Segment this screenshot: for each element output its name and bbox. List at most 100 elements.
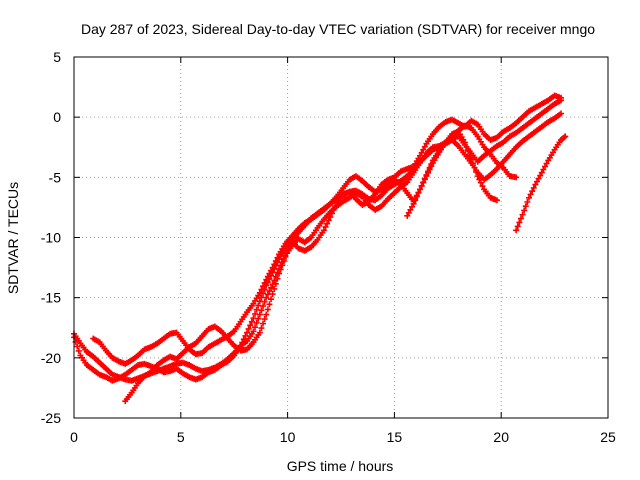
axis-ticks: 0 5 10 15 20 25 -25 -20 -15 -10 -5 0 5 bbox=[41, 49, 616, 445]
data-point-marker bbox=[415, 189, 422, 196]
data-point-marker bbox=[521, 207, 528, 214]
data-point-marker bbox=[74, 343, 81, 350]
data-point-marker bbox=[463, 143, 470, 150]
data-point-marker bbox=[465, 147, 472, 154]
data-point-marker bbox=[537, 172, 544, 179]
data-point-marker bbox=[423, 171, 430, 178]
data-point-marker bbox=[279, 262, 286, 269]
data-point-marker bbox=[250, 315, 257, 322]
data-point-marker bbox=[477, 179, 484, 186]
chart-title: Day 287 of 2023, Sidereal Day-to-day VTE… bbox=[81, 21, 595, 37]
data-point-marker bbox=[513, 174, 520, 181]
data-point-marker bbox=[250, 328, 257, 335]
y-tick-label: -10 bbox=[41, 230, 61, 246]
x-tick-label: 15 bbox=[387, 429, 403, 445]
data-point-marker bbox=[258, 294, 265, 301]
data-point-marker bbox=[513, 227, 520, 234]
data-point-marker bbox=[479, 183, 486, 190]
data-point-marker bbox=[271, 261, 278, 268]
data-point-marker bbox=[322, 223, 329, 230]
data-point-marker bbox=[263, 311, 270, 318]
data-point-marker bbox=[261, 316, 268, 323]
data-point-marker bbox=[516, 219, 523, 226]
data-point-marker bbox=[271, 285, 278, 292]
data-point-marker bbox=[271, 277, 278, 284]
data-point-marker bbox=[245, 325, 252, 332]
data-point-marker bbox=[527, 191, 534, 198]
data-point-marker bbox=[244, 329, 251, 336]
data-point-marker bbox=[561, 134, 568, 141]
data-point-marker bbox=[282, 253, 289, 260]
data-point-marker bbox=[409, 203, 416, 210]
data-point-marker bbox=[417, 152, 424, 159]
data-point-marker bbox=[413, 193, 420, 200]
x-tick-label: 25 bbox=[600, 429, 616, 445]
data-point-marker bbox=[328, 210, 335, 217]
y-tick-label: 0 bbox=[53, 109, 61, 125]
data-point-marker bbox=[469, 160, 476, 167]
series-track-6 bbox=[513, 133, 569, 234]
data-point-marker bbox=[540, 166, 547, 173]
x-axis-label: GPS time / hours bbox=[287, 458, 394, 474]
data-point-marker bbox=[332, 203, 339, 210]
data-point-marker bbox=[474, 173, 481, 180]
data-point-marker bbox=[407, 206, 414, 213]
data-point-marker bbox=[522, 203, 529, 210]
data-point-marker bbox=[258, 286, 265, 293]
data-point-marker bbox=[280, 257, 287, 264]
data-point-marker bbox=[405, 209, 412, 216]
y-tick-label: -5 bbox=[49, 169, 62, 185]
data-point-marker bbox=[240, 336, 247, 343]
x-tick-label: 20 bbox=[493, 429, 509, 445]
y-tick-label: -15 bbox=[41, 290, 61, 306]
data-point-marker bbox=[412, 197, 419, 204]
data-point-marker bbox=[420, 179, 427, 186]
series-track-4 bbox=[122, 92, 565, 405]
data-point-marker bbox=[476, 176, 483, 183]
data-point-marker bbox=[276, 270, 283, 277]
data-point-marker bbox=[320, 227, 327, 234]
data-point-marker bbox=[471, 164, 478, 171]
data-point-marker bbox=[535, 175, 542, 182]
data-point-marker bbox=[263, 276, 270, 283]
x-tick-label: 0 bbox=[70, 429, 78, 445]
data-point-marker bbox=[258, 325, 265, 332]
data-point-marker bbox=[530, 184, 537, 191]
y-axis-label: SDTVAR / TECUs bbox=[5, 182, 21, 294]
data-series bbox=[71, 92, 569, 405]
data-point-marker bbox=[268, 267, 275, 274]
data-point-marker bbox=[529, 188, 536, 195]
data-point-marker bbox=[418, 149, 425, 156]
data-point-marker bbox=[269, 291, 276, 298]
data-point-marker bbox=[274, 275, 281, 282]
data-point-marker bbox=[268, 296, 275, 303]
data-point-marker bbox=[285, 245, 292, 252]
data-point-marker bbox=[260, 283, 267, 290]
data-point-marker bbox=[324, 220, 331, 227]
y-tick-label: 5 bbox=[53, 49, 61, 65]
data-point-marker bbox=[533, 178, 540, 185]
data-point-marker bbox=[426, 164, 433, 171]
data-point-marker bbox=[266, 288, 273, 295]
data-point-marker bbox=[543, 160, 550, 167]
data-point-marker bbox=[75, 347, 82, 354]
data-point-marker bbox=[248, 318, 255, 325]
y-tick-label: -20 bbox=[41, 350, 61, 366]
data-point-marker bbox=[517, 215, 524, 222]
x-tick-label: 5 bbox=[177, 429, 185, 445]
y-tick-label: -25 bbox=[41, 410, 61, 426]
data-point-marker bbox=[325, 217, 332, 224]
data-point-marker bbox=[473, 168, 480, 175]
data-point-marker bbox=[277, 266, 284, 273]
data-point-marker bbox=[274, 254, 281, 261]
data-point-marker bbox=[252, 310, 259, 317]
data-point-marker bbox=[264, 273, 271, 280]
data-point-marker bbox=[269, 264, 276, 271]
data-point-marker bbox=[425, 168, 432, 175]
data-point-marker bbox=[421, 143, 428, 150]
data-point-marker bbox=[541, 163, 548, 170]
data-point-marker bbox=[256, 329, 263, 336]
data-point-marker bbox=[266, 301, 273, 308]
data-point-marker bbox=[519, 211, 526, 218]
data-point-marker bbox=[404, 212, 411, 219]
